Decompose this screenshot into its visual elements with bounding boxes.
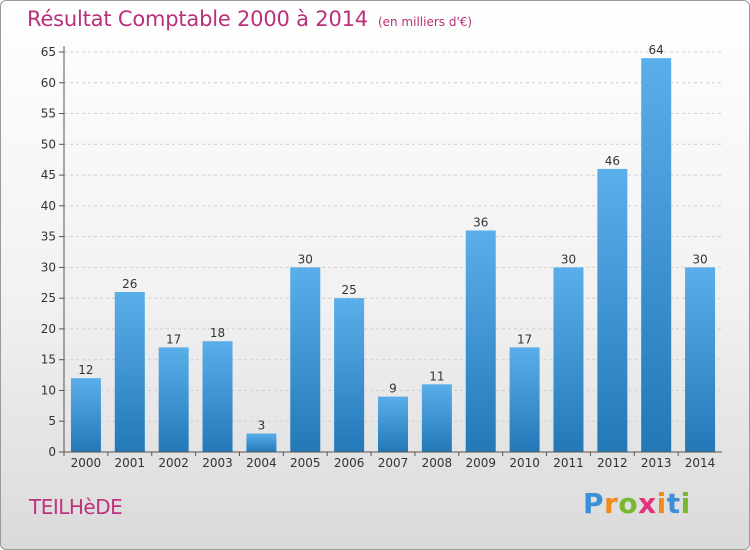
data-label: 64 [649, 43, 664, 57]
bar [465, 230, 496, 452]
data-label: 36 [473, 215, 488, 229]
x-tick-label: 2009 [465, 456, 496, 470]
data-label: 30 [692, 252, 707, 266]
bar [290, 267, 321, 452]
bar [202, 341, 233, 452]
y-tick-label: 25 [41, 291, 56, 305]
bar [641, 58, 672, 453]
data-label: 11 [429, 369, 444, 383]
y-tick-label: 0 [48, 445, 56, 459]
y-tick-label: 50 [41, 137, 56, 151]
brand-logo: Proxiti [583, 487, 691, 520]
bar [553, 267, 584, 452]
brand-letter: t [666, 487, 681, 520]
data-label: 46 [605, 154, 620, 168]
y-tick-label: 5 [48, 414, 56, 428]
data-label: 12 [78, 363, 93, 377]
x-tick-label: 2013 [641, 456, 672, 470]
x-tick-label: 2012 [597, 456, 628, 470]
y-tick-label: 15 [41, 353, 56, 367]
bar [158, 347, 189, 452]
chart-title: Résultat Comptable 2000 à 2014 (en millie… [27, 7, 472, 31]
y-tick-label: 20 [41, 322, 56, 336]
y-tick-label: 35 [41, 230, 56, 244]
x-tick-label: 2002 [158, 456, 189, 470]
y-tick-label: 55 [41, 107, 56, 121]
y-tick-label: 40 [41, 199, 56, 213]
x-tick-label: 2000 [71, 456, 102, 470]
bar [378, 396, 408, 452]
data-label: 30 [561, 252, 576, 266]
bar [246, 433, 277, 452]
x-tick-label: 2007 [378, 456, 409, 470]
data-label: 26 [122, 277, 137, 291]
brand-letter: i [680, 487, 691, 520]
x-tick-label: 2005 [290, 456, 321, 470]
data-label: 18 [210, 326, 225, 340]
bar [421, 384, 452, 452]
brand-letter: r [604, 487, 619, 520]
data-label: 25 [341, 283, 356, 297]
bar [114, 292, 145, 452]
bar [509, 347, 540, 452]
x-tick-label: 2001 [115, 456, 146, 470]
x-tick-label: 2014 [685, 456, 716, 470]
x-tick-labels: 2000 2001 2002 2003 2004 2005 2006 2007 2008 2009… [63, 452, 716, 470]
location-name: TEILHèDE [29, 495, 123, 519]
bars [70, 58, 716, 453]
y-tick-label: 60 [41, 76, 56, 90]
bar [685, 267, 716, 452]
x-tick-label: 2008 [422, 456, 453, 470]
brand-letter: o [618, 487, 639, 520]
data-label: 3 [258, 419, 266, 433]
data-labels: 12 26 17 18 3 30 25 9 11 36 17 30 46 64 30 [78, 43, 707, 432]
x-tick-label: 2006 [334, 456, 365, 470]
bar [70, 378, 101, 452]
chart-title-text: Résultat Comptable 2000 à 2014 [27, 7, 368, 31]
brand-letter: i [656, 487, 667, 520]
chart-unit: (en milliers d'€) [377, 15, 473, 29]
y-tick-label: 65 [41, 45, 56, 59]
brand-letter: P [583, 487, 605, 520]
data-label: 17 [166, 332, 181, 346]
bar [597, 168, 628, 452]
x-tick-label: 2004 [246, 456, 277, 470]
y-tick-labels: 0 5 10 15 20 25 30 35 40 45 50 55 60 65 [41, 45, 56, 459]
y-tick-label: 30 [41, 260, 56, 274]
x-tick-label: 2003 [202, 456, 233, 470]
data-label: 30 [298, 252, 313, 266]
axes [63, 46, 722, 453]
brand-letter: x [638, 487, 657, 520]
data-label: 9 [389, 382, 397, 396]
bar [334, 298, 365, 452]
x-tick-label: 2010 [509, 456, 540, 470]
y-tick-label: 10 [41, 383, 56, 397]
data-label: 17 [517, 332, 532, 346]
x-tick-label: 2011 [553, 456, 584, 470]
y-tick-label: 45 [41, 168, 56, 182]
